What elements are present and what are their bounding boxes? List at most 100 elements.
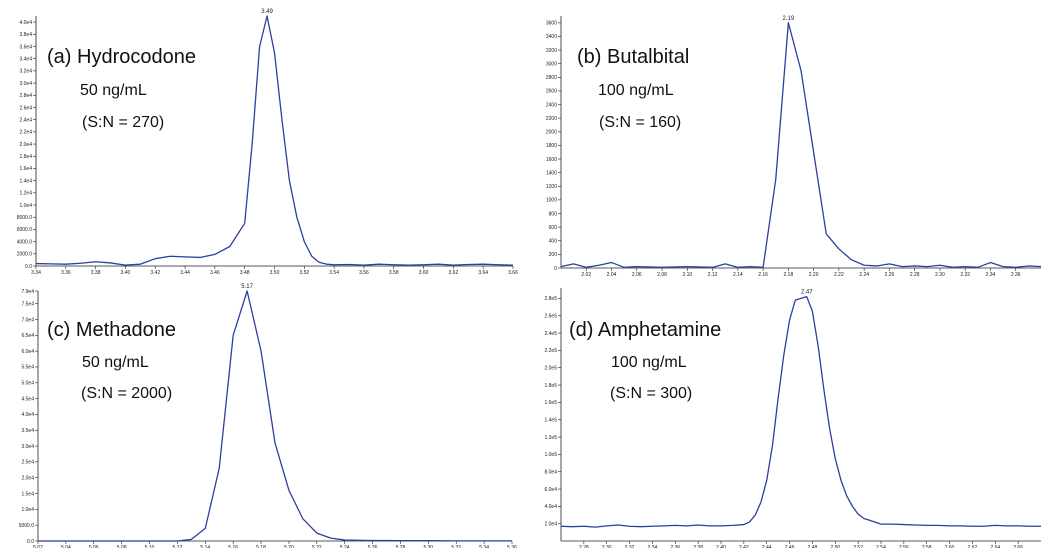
x-tick-label: 2.02 [581,272,591,278]
y-tick-label: 0.0 [25,264,32,270]
panel-title: (b) Butalbital [577,46,689,68]
x-tick-label: 5.10 [145,545,155,548]
y-tick-label: 1.2e4 [19,191,32,197]
x-tick-label: 2.42 [739,545,749,548]
x-tick-label: 2.12 [708,272,718,278]
y-tick-label: 6000.0 [17,227,33,233]
x-tick-label: 3.64 [478,270,488,276]
chromatogram-trace [38,290,512,542]
y-tick-label: 2.0e4 [19,142,32,148]
x-tick-label: 2.30 [935,272,945,278]
y-tick-label: 2.0e5 [544,366,557,372]
x-tick-label: 2.34 [648,545,658,548]
x-tick-label: 5.04 [61,545,71,548]
y-tick-label: 7.5e4 [21,301,34,307]
x-tick-label: 2.52 [853,545,863,548]
x-tick-label: 5.26 [368,545,378,548]
x-tick-label: 5.12 [173,545,183,548]
x-tick-label: 3.62 [449,270,459,276]
y-tick-label: 3200 [546,48,557,54]
x-tick-label: 5.30 [423,545,433,548]
x-tick-label: 2.28 [579,545,589,548]
y-tick-label: 3600 [546,21,557,27]
y-tick-label: 6.5e4 [21,333,34,339]
y-tick-label: 6.0e4 [21,349,34,355]
y-tick-label: 2.4e4 [19,117,32,123]
peak-apex-label: 2.19 [783,16,795,22]
peak-apex-label: 5.17 [241,284,253,290]
y-tick-label: 2600 [546,89,557,95]
y-tick-label: 2000.0 [17,252,33,258]
y-tick-label: 2.0e4 [21,476,34,482]
panel-title: (c) Methadone [47,319,176,341]
y-tick-label: 1.6e4 [19,166,32,172]
chart-panel-methadone: 5.02 5.04 5.06 5.08 5.10 5.12 5.14 5.16 5.18 5.20… [19,284,517,548]
x-tick-label: 2.60 [945,545,955,548]
y-tick-label: 3.4e4 [19,56,32,62]
y-tick-label: 2.8e5 [544,296,557,302]
y-tick-label: 3.0e4 [21,444,34,450]
x-tick-label: 2.40 [716,545,726,548]
y-tick-label: 2.2e4 [19,130,32,136]
y-tick-label: 4.5e4 [21,396,34,402]
x-tick-label: 3.38 [91,270,101,276]
y-tick-label: 2200 [546,116,557,122]
chromatogram-trace [560,296,1041,528]
y-tick-label: 3.6e4 [19,44,32,50]
chart-panel-amphetamine: 2.28 2.30 2.32 2.34 2.36 2.38 2.40 2.42 2.44 2.46… [544,288,1041,548]
x-tick-label: 5.32 [451,545,461,548]
x-tick-label: 2.62 [968,545,978,548]
y-tick-label: 2.5e4 [21,460,34,466]
x-tick-label: 2.22 [834,272,844,278]
y-tick-label: 1.5e4 [21,491,34,497]
y-tick-label: 1800 [546,143,557,149]
y-tick-label: 3400 [546,34,557,40]
x-tick-label: 2.26 [885,272,895,278]
y-tick-label: 2.0e4 [544,521,557,527]
y-tick-label: 8.0e4 [544,469,557,475]
x-tick-label: 3.50 [270,270,280,276]
x-tick-label: 3.58 [389,270,399,276]
concentration-label: 50 ng/mL [82,354,149,371]
x-tick-label: 2.36 [670,545,680,548]
y-tick-label: 2.8e4 [19,93,32,99]
y-tick-label: 2000 [546,130,557,136]
concentration-label: 100 ng/mL [598,82,674,99]
x-tick-label: 3.54 [329,270,339,276]
x-tick-label: 5.16 [228,545,238,548]
y-tick-label: 6.0e4 [544,487,557,493]
y-tick-label: 7.9e4 [21,289,34,295]
y-tick-label: 200 [549,252,558,258]
y-tick-label: 1.8e5 [544,383,557,389]
y-tick-label: 8000.0 [17,215,33,221]
x-tick-label: 2.24 [859,272,869,278]
y-tick-label: 3.2e4 [19,69,32,75]
x-tick-label: 5.06 [89,545,99,548]
x-tick-label: 3.44 [180,270,190,276]
y-tick-label: 2400 [546,102,557,108]
x-tick-label: 2.44 [762,545,772,548]
y-tick-label: 5000.0 [19,523,35,529]
y-tick-label: 2800 [546,75,557,81]
x-tick-label: 3.36 [61,270,71,276]
y-tick-label: 1600 [546,157,557,163]
y-tick-label: 1.6e5 [544,400,557,406]
x-tick-label: 3.66 [508,270,518,276]
y-tick-label: 1000 [546,198,557,204]
y-tick-label: 4000.0 [17,239,33,245]
y-tick-label: 600 [549,225,558,231]
concentration-label: 100 ng/mL [611,354,687,371]
x-tick-label: 5.22 [312,545,322,548]
y-tick-label: 3000 [546,61,557,67]
x-tick-label: 3.48 [240,270,250,276]
signal-to-noise-label: (S:N = 2000) [81,385,172,402]
x-tick-label: 2.32 [960,272,970,278]
peak-apex-label: 2.47 [801,290,813,296]
y-tick-label: 2.6e5 [544,314,557,320]
x-tick-label: 5.14 [200,545,210,548]
y-tick-label: 1.0e5 [544,452,557,458]
y-tick-label: 3.0e4 [19,81,32,87]
x-tick-label: 2.32 [625,545,635,548]
x-tick-label: 2.66 [1013,545,1023,548]
